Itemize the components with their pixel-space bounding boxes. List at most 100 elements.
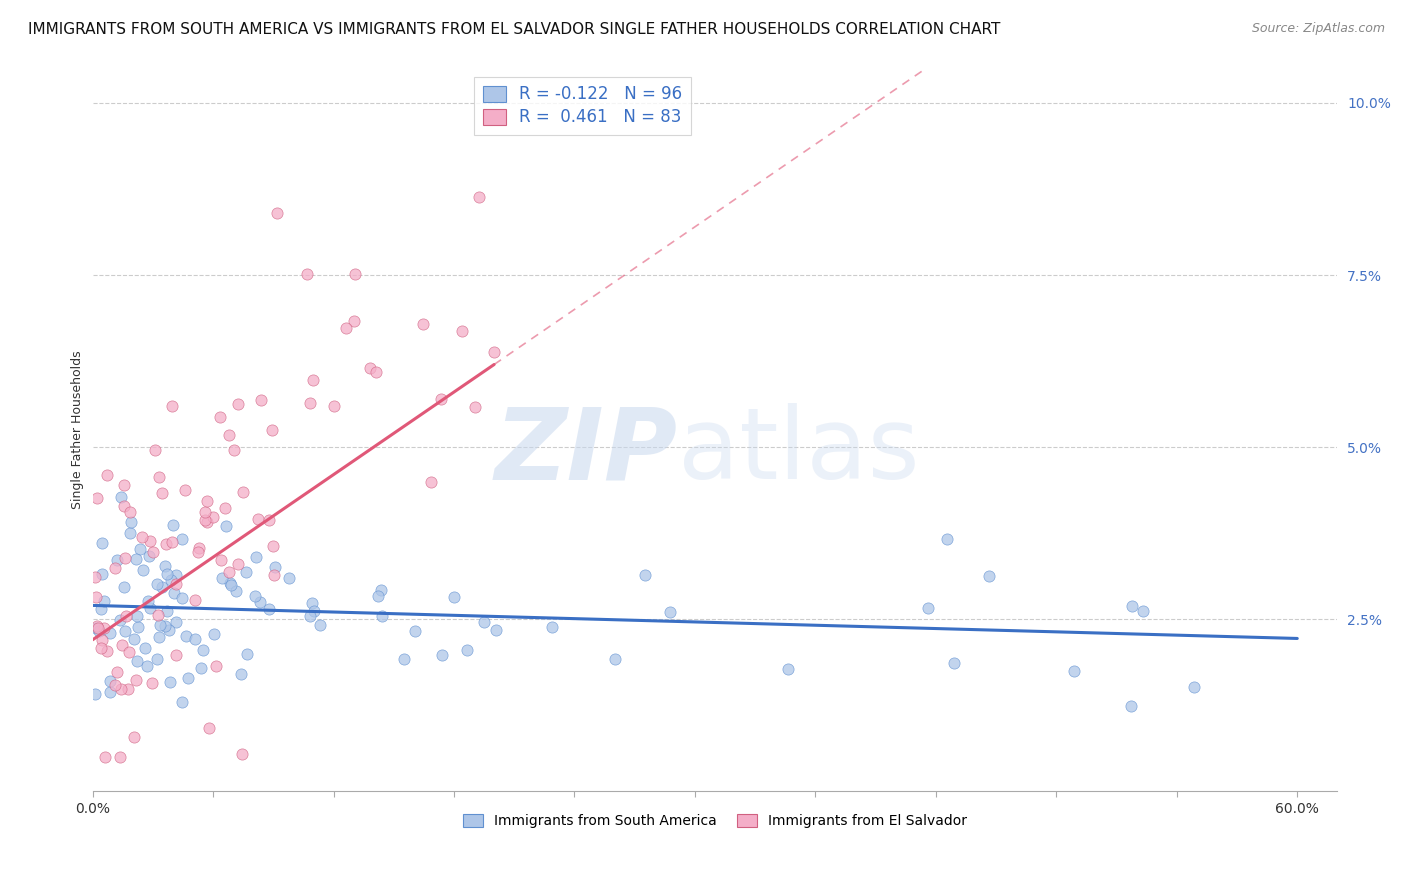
- Text: Source: ZipAtlas.com: Source: ZipAtlas.com: [1251, 22, 1385, 36]
- Point: [165, 648, 187, 662]
- Point: [1119, 699, 1142, 714]
- Point: [120, 525, 142, 540]
- Point: [155, 604, 177, 618]
- Point: [184, 632, 207, 647]
- Point: [124, 730, 146, 744]
- Point: [105, 552, 128, 566]
- Point: [308, 618, 330, 632]
- Point: [98, 685, 121, 699]
- Point: [104, 678, 127, 692]
- Point: [235, 565, 257, 579]
- Point: [98, 626, 121, 640]
- Point: [117, 682, 139, 697]
- Point: [142, 545, 165, 559]
- Point: [139, 533, 162, 548]
- Point: [1121, 599, 1143, 613]
- Point: [225, 584, 247, 599]
- Point: [159, 674, 181, 689]
- Point: [187, 541, 209, 555]
- Point: [150, 580, 173, 594]
- Point: [218, 428, 240, 442]
- Point: [104, 561, 127, 575]
- Point: [118, 505, 141, 519]
- Point: [209, 409, 232, 424]
- Point: [257, 513, 280, 527]
- Point: [110, 491, 132, 505]
- Point: [128, 541, 150, 556]
- Legend: Immigrants from South America, Immigrants from El Salvador: Immigrants from South America, Immigrant…: [456, 806, 974, 835]
- Point: [124, 552, 146, 566]
- Point: [190, 661, 212, 675]
- Point: [236, 647, 259, 661]
- Point: [260, 423, 283, 437]
- Point: [148, 617, 170, 632]
- Point: [302, 373, 325, 387]
- Point: [112, 581, 135, 595]
- Point: [299, 396, 322, 410]
- Point: [145, 576, 167, 591]
- Point: [155, 619, 177, 633]
- Point: [172, 695, 194, 709]
- Point: [127, 620, 149, 634]
- Point: [231, 666, 253, 681]
- Y-axis label: Single Father Households: Single Father Households: [72, 351, 84, 509]
- Point: [162, 534, 184, 549]
- Point: [219, 578, 242, 592]
- Point: [108, 749, 131, 764]
- Point: [125, 654, 148, 668]
- Point: [141, 676, 163, 690]
- Point: [138, 549, 160, 563]
- Point: [323, 399, 346, 413]
- Point: [183, 593, 205, 607]
- Point: [205, 658, 228, 673]
- Point: [96, 468, 118, 483]
- Point: [301, 596, 323, 610]
- Point: [134, 640, 156, 655]
- Point: [456, 643, 478, 657]
- Point: [218, 575, 240, 590]
- Point: [485, 623, 508, 637]
- Point: [412, 318, 434, 332]
- Point: [187, 544, 209, 558]
- Point: [202, 509, 225, 524]
- Point: [84, 590, 107, 604]
- Point: [160, 400, 183, 414]
- Point: [935, 533, 957, 547]
- Point: [222, 443, 245, 458]
- Point: [232, 484, 254, 499]
- Point: [163, 586, 186, 600]
- Point: [155, 537, 177, 551]
- Point: [430, 648, 453, 662]
- Point: [122, 632, 145, 646]
- Point: [177, 671, 200, 685]
- Point: [117, 645, 139, 659]
- Point: [335, 321, 357, 335]
- Point: [264, 560, 287, 574]
- Point: [367, 589, 389, 603]
- Point: [1063, 665, 1085, 679]
- Point: [174, 483, 197, 497]
- Point: [86, 491, 108, 505]
- Point: [156, 566, 179, 581]
- Point: [343, 314, 366, 328]
- Point: [659, 605, 682, 619]
- Point: [215, 519, 238, 533]
- Point: [226, 397, 249, 411]
- Point: [112, 478, 135, 492]
- Point: [121, 516, 143, 530]
- Point: [603, 652, 626, 666]
- Point: [277, 571, 299, 585]
- Point: [344, 267, 367, 281]
- Text: IMMIGRANTS FROM SOUTH AMERICA VS IMMIGRANTS FROM EL SALVADOR SINGLE FATHER HOUSE: IMMIGRANTS FROM SOUTH AMERICA VS IMMIGRA…: [28, 22, 1001, 37]
- Point: [297, 267, 319, 281]
- Point: [89, 624, 111, 639]
- Point: [111, 638, 134, 652]
- Point: [132, 563, 155, 577]
- Point: [131, 530, 153, 544]
- Point: [209, 553, 232, 567]
- Point: [148, 470, 170, 484]
- Point: [246, 511, 269, 525]
- Point: [420, 475, 443, 489]
- Point: [443, 591, 465, 605]
- Point: [257, 602, 280, 616]
